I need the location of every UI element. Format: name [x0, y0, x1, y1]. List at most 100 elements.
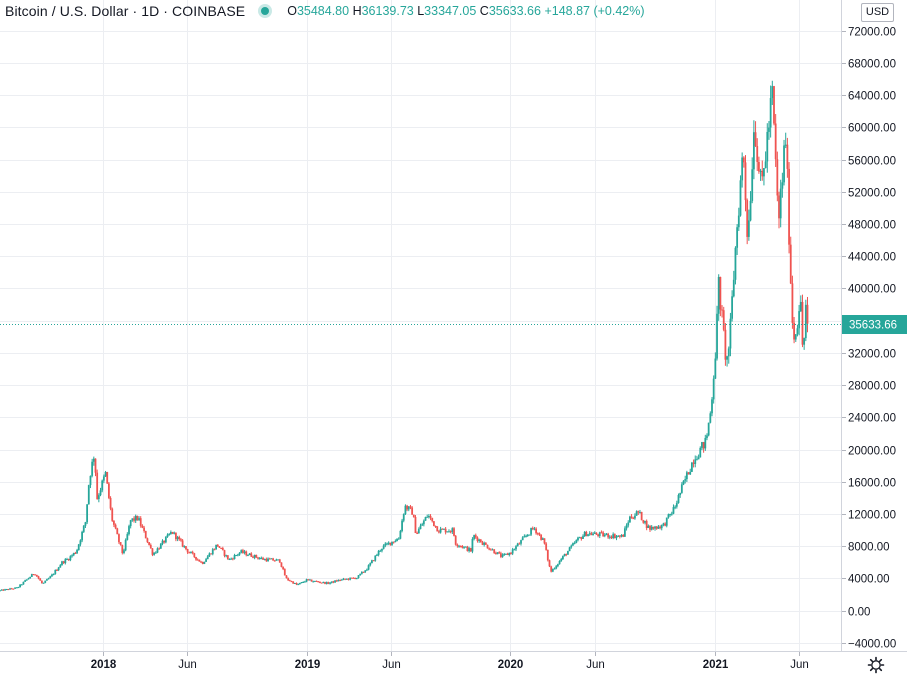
candle-body [719, 276, 722, 310]
price-tick-label: 52000.00 [848, 188, 896, 200]
candle-body [416, 533, 419, 535]
candle-body [206, 556, 209, 560]
candle-body [113, 520, 115, 525]
candle-body [451, 528, 454, 532]
candle-body [570, 545, 573, 548]
candle-body [692, 462, 695, 464]
low-label: L [417, 4, 425, 18]
candle-body [151, 548, 154, 555]
candle-body [280, 562, 283, 567]
candle-body [444, 528, 447, 533]
candle-body [332, 581, 335, 583]
candle-body [87, 485, 90, 505]
candle-body [288, 580, 291, 582]
candle-body [257, 557, 259, 559]
open-label: O [287, 4, 297, 18]
candle-body [339, 579, 341, 581]
candle-body [466, 546, 469, 552]
candle-body [411, 507, 414, 515]
candle-body [159, 543, 162, 549]
candle-body [69, 556, 72, 561]
candle-body [399, 530, 402, 539]
price-axis[interactable]: −4000.00 0.00 4000.00 8000.00 12000.00 16000.… [842, 27, 896, 651]
price-series [0, 80, 809, 592]
candle-body [30, 574, 33, 577]
candle-body [732, 279, 735, 297]
candle-body [355, 577, 358, 579]
high-label: H [352, 4, 362, 18]
candle-body [768, 127, 770, 132]
candle-body [66, 559, 68, 561]
candle-body [334, 580, 336, 583]
candle-body [235, 555, 238, 557]
candle-body [81, 531, 83, 541]
candle-body [632, 518, 635, 520]
candle-body [240, 550, 243, 553]
candle-body [659, 526, 661, 529]
candle-body [245, 551, 248, 556]
candle-body [796, 328, 799, 335]
currency-selector[interactable]: USD [861, 3, 894, 22]
candle-body [583, 531, 586, 537]
candle-body [386, 543, 388, 545]
candle-body [168, 534, 171, 536]
candle-body [169, 531, 172, 535]
candle-body [769, 97, 772, 128]
candle-body [722, 310, 725, 330]
gear-icon[interactable] [866, 655, 886, 675]
candle-body [774, 123, 777, 160]
symbol-title[interactable]: Bitcoin / U.S. Dollar · 1D · COINBASE [5, 3, 246, 19]
candle-body [67, 559, 70, 561]
candle-body [52, 574, 55, 576]
candle-body [431, 517, 434, 522]
price-tick-label: 8000.00 [848, 542, 890, 554]
candle-body [319, 582, 321, 584]
candle-body [340, 579, 343, 581]
candle-body [672, 507, 675, 514]
candle-body [136, 515, 139, 521]
time-tick-label: Jun [382, 659, 401, 671]
candle-body [496, 552, 499, 555]
candle-body [79, 540, 82, 545]
candle-body [29, 576, 32, 579]
candle-body [359, 573, 362, 576]
candle-body [528, 534, 531, 536]
candle-body [267, 558, 269, 562]
candle-body [515, 546, 517, 550]
candle-body [582, 536, 584, 539]
candle-body [459, 545, 462, 547]
candle-body [652, 526, 655, 529]
price-tick-label: 56000.00 [848, 156, 896, 168]
candle-body [749, 200, 752, 221]
candle-body [577, 537, 579, 541]
candle-body [436, 526, 439, 532]
candle-body [216, 544, 219, 547]
candle-body [736, 227, 739, 248]
price-tick-label: 44000.00 [848, 252, 896, 264]
candle-body [481, 542, 484, 545]
candle-body [215, 544, 218, 550]
candle-body [149, 544, 152, 549]
candle-body [702, 442, 705, 449]
change-value: +148.87 (+0.42%) [544, 4, 645, 18]
candle-body [369, 563, 372, 566]
candle-body [382, 545, 385, 549]
candle-body [124, 539, 127, 551]
candle-body [741, 157, 744, 181]
time-axis[interactable]: 2018 Jun 2019 Jun 2020 Jun 2021 Jun [91, 652, 809, 671]
candle-body [759, 170, 762, 172]
candle-body [783, 145, 785, 183]
candle-body [295, 582, 298, 585]
candle-body [784, 144, 787, 146]
candle-body [483, 542, 486, 545]
price-tick-label: 24000.00 [848, 413, 896, 425]
candle-body [793, 322, 795, 340]
candle-body [660, 524, 663, 529]
candle-body [407, 506, 410, 510]
candle-body [247, 555, 249, 557]
candle-body [265, 558, 268, 562]
candle-body [74, 552, 77, 554]
candle-body [14, 587, 16, 589]
candle-body [766, 131, 769, 162]
